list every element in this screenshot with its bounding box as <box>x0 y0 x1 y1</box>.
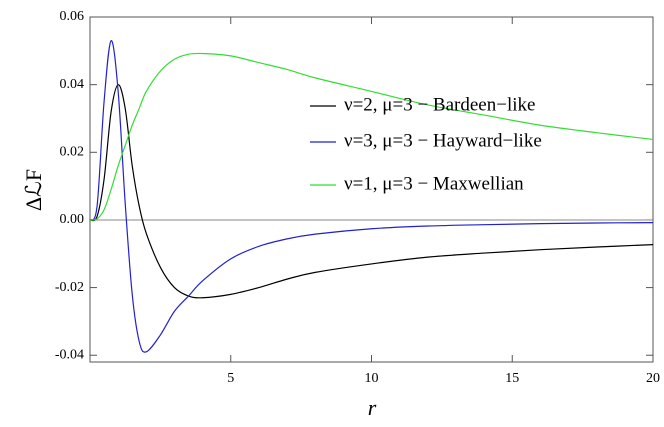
legend-label: ν=2, μ=3 − Bardeen−like <box>344 94 535 115</box>
x-tick-label: 15 <box>505 371 519 386</box>
x-tick-label: 20 <box>646 371 660 386</box>
y-tick-label: -0.02 <box>55 280 84 295</box>
x-tick-label: 10 <box>365 371 379 386</box>
y-tick-label: -0.04 <box>55 347 84 362</box>
legend-label: ν=3, μ=3 − Hayward−like <box>344 130 542 151</box>
y-tick-label: 0.06 <box>60 9 85 24</box>
series-line <box>89 40 654 353</box>
series-line <box>89 52 654 221</box>
x-axis-label: r <box>368 395 377 420</box>
x-tick-label: 5 <box>227 371 234 386</box>
y-tick-label: 0.02 <box>60 145 85 160</box>
y-tick-label: 0.04 <box>60 77 85 92</box>
y-tick-label: 0.00 <box>60 212 85 227</box>
legend-label: ν=1, μ=3 − Maxwellian <box>344 173 524 194</box>
y-axis-label: ΔℒF <box>21 169 46 211</box>
